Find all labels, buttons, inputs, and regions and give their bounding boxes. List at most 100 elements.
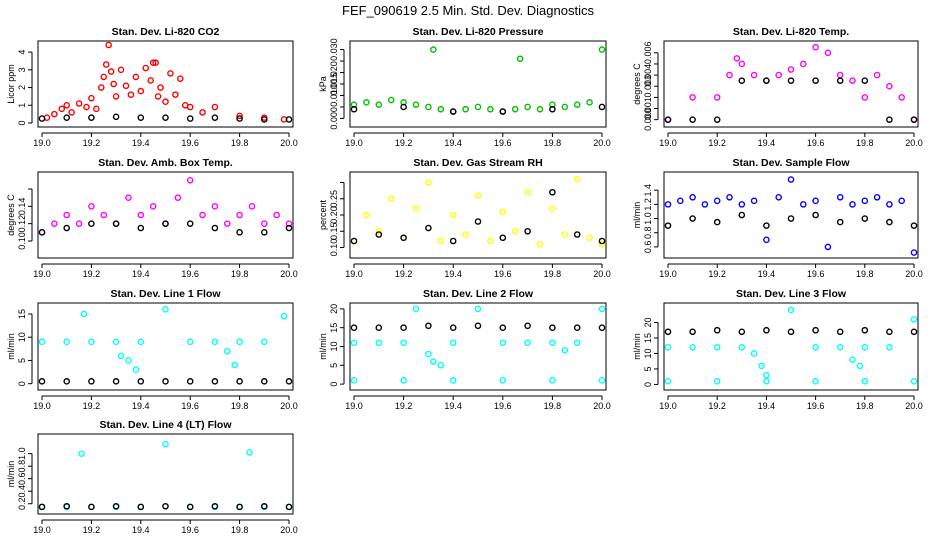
data-point xyxy=(787,66,795,73)
chart-title: Stan. Dev. Li-820 Temp. xyxy=(733,26,849,38)
data-point xyxy=(142,64,150,72)
data-point xyxy=(260,378,268,385)
data-point xyxy=(211,338,219,346)
y-tick-label: 0.4 xyxy=(17,485,27,498)
data-point xyxy=(186,338,194,346)
data-point xyxy=(886,218,893,226)
data-point xyxy=(211,103,219,111)
data-point xyxy=(437,362,445,369)
data-point xyxy=(763,222,770,229)
x-tick-label: 19.4 xyxy=(758,269,776,279)
x-tick-label: 19.2 xyxy=(83,138,101,148)
data-point xyxy=(162,378,169,385)
data-point xyxy=(536,240,544,248)
data-point xyxy=(886,82,893,90)
data-point xyxy=(211,203,219,210)
data-point xyxy=(167,70,174,77)
x-tick-label: 19.4 xyxy=(132,525,150,535)
data-point xyxy=(511,227,519,235)
data-point xyxy=(738,60,746,68)
x-tick-label: 19.0 xyxy=(345,401,363,411)
chart-panel: Stan. Dev. Amb. Box Temp. degrees C 19.0 19… xyxy=(6,157,298,279)
data-point xyxy=(63,224,70,232)
data-point xyxy=(586,234,593,242)
data-point xyxy=(137,503,145,511)
x-tick-label: 20.0 xyxy=(905,401,923,411)
data-point xyxy=(38,378,46,385)
x-tick-label: 20.0 xyxy=(593,269,611,279)
data-point xyxy=(861,94,869,101)
data-point xyxy=(425,322,432,330)
data-point xyxy=(88,220,95,227)
data-point xyxy=(598,103,606,111)
x-tick-label: 19.6 xyxy=(181,525,199,535)
y-tick-label: 20 xyxy=(329,304,339,314)
data-point xyxy=(449,108,457,115)
data-point xyxy=(713,197,721,205)
data-point xyxy=(400,234,407,242)
y-tick-label: 0.8 xyxy=(643,226,653,239)
y-tick-label: 2 xyxy=(17,85,27,90)
data-point xyxy=(677,197,684,205)
x-tick-label: 19.8 xyxy=(231,401,249,411)
chart-title: Stan. Dev. Line 2 Flow xyxy=(423,288,534,300)
x-tick-label: 19.4 xyxy=(444,269,462,279)
data-point xyxy=(598,46,606,53)
data-point xyxy=(137,114,145,121)
plot-frame xyxy=(663,40,919,128)
y-tick-label: 0.12 xyxy=(17,215,27,233)
data-point xyxy=(664,343,672,351)
x-tick-label: 20.0 xyxy=(905,138,923,148)
plot-frame xyxy=(37,40,294,128)
x-tick-label: 19.8 xyxy=(231,138,249,148)
data-point xyxy=(125,357,132,364)
data-point xyxy=(112,93,120,100)
data-point xyxy=(873,71,881,79)
x-tick-label: 19.4 xyxy=(444,138,462,148)
data-point xyxy=(499,339,507,347)
data-point xyxy=(350,324,358,331)
data-point xyxy=(787,77,795,84)
data-point xyxy=(437,237,445,245)
x-tick-label: 19.4 xyxy=(444,401,462,411)
data-point xyxy=(499,108,507,115)
data-point xyxy=(246,449,253,456)
y-tick-label: 0.10 xyxy=(17,232,27,250)
data-point xyxy=(800,201,807,208)
y-tick-label: 4 xyxy=(17,50,27,55)
y-tick-label: 0.010 xyxy=(329,84,339,107)
data-point xyxy=(100,211,108,219)
y-tick-label: 5 xyxy=(329,363,339,368)
data-point xyxy=(425,350,432,358)
data-point xyxy=(763,77,770,84)
y-tick-label: 0.030 xyxy=(329,38,339,61)
data-series xyxy=(350,103,606,115)
data-point xyxy=(350,339,358,347)
y-tick-label: 15 xyxy=(329,323,339,333)
y-axis-label: Licor ppm xyxy=(6,64,16,104)
data-point xyxy=(162,306,169,313)
data-point xyxy=(775,71,783,79)
data-point xyxy=(93,105,100,113)
x-tick-label: 19.0 xyxy=(33,138,51,148)
y-tick-label: 1.0 xyxy=(17,447,27,460)
data-point xyxy=(199,109,206,116)
data-point xyxy=(110,80,117,88)
plot-frame xyxy=(349,171,607,259)
data-point xyxy=(88,338,95,346)
data-point xyxy=(285,116,293,123)
x-tick-label: 19.6 xyxy=(494,138,512,148)
data-series xyxy=(350,175,606,248)
data-point xyxy=(236,112,243,120)
data-point xyxy=(449,377,457,384)
data-point xyxy=(750,197,758,205)
data-point xyxy=(107,68,115,75)
data-point xyxy=(573,231,581,238)
data-point xyxy=(812,378,819,385)
x-tick-label: 20.0 xyxy=(280,525,298,535)
data-point xyxy=(125,194,132,201)
data-point xyxy=(713,343,721,351)
data-point xyxy=(726,193,733,201)
chart-panel: Stan. Dev. Line 1 Flow ml/min 19.0 19.2 19.4… xyxy=(6,288,298,411)
y-tick-label: 10 xyxy=(329,341,339,351)
